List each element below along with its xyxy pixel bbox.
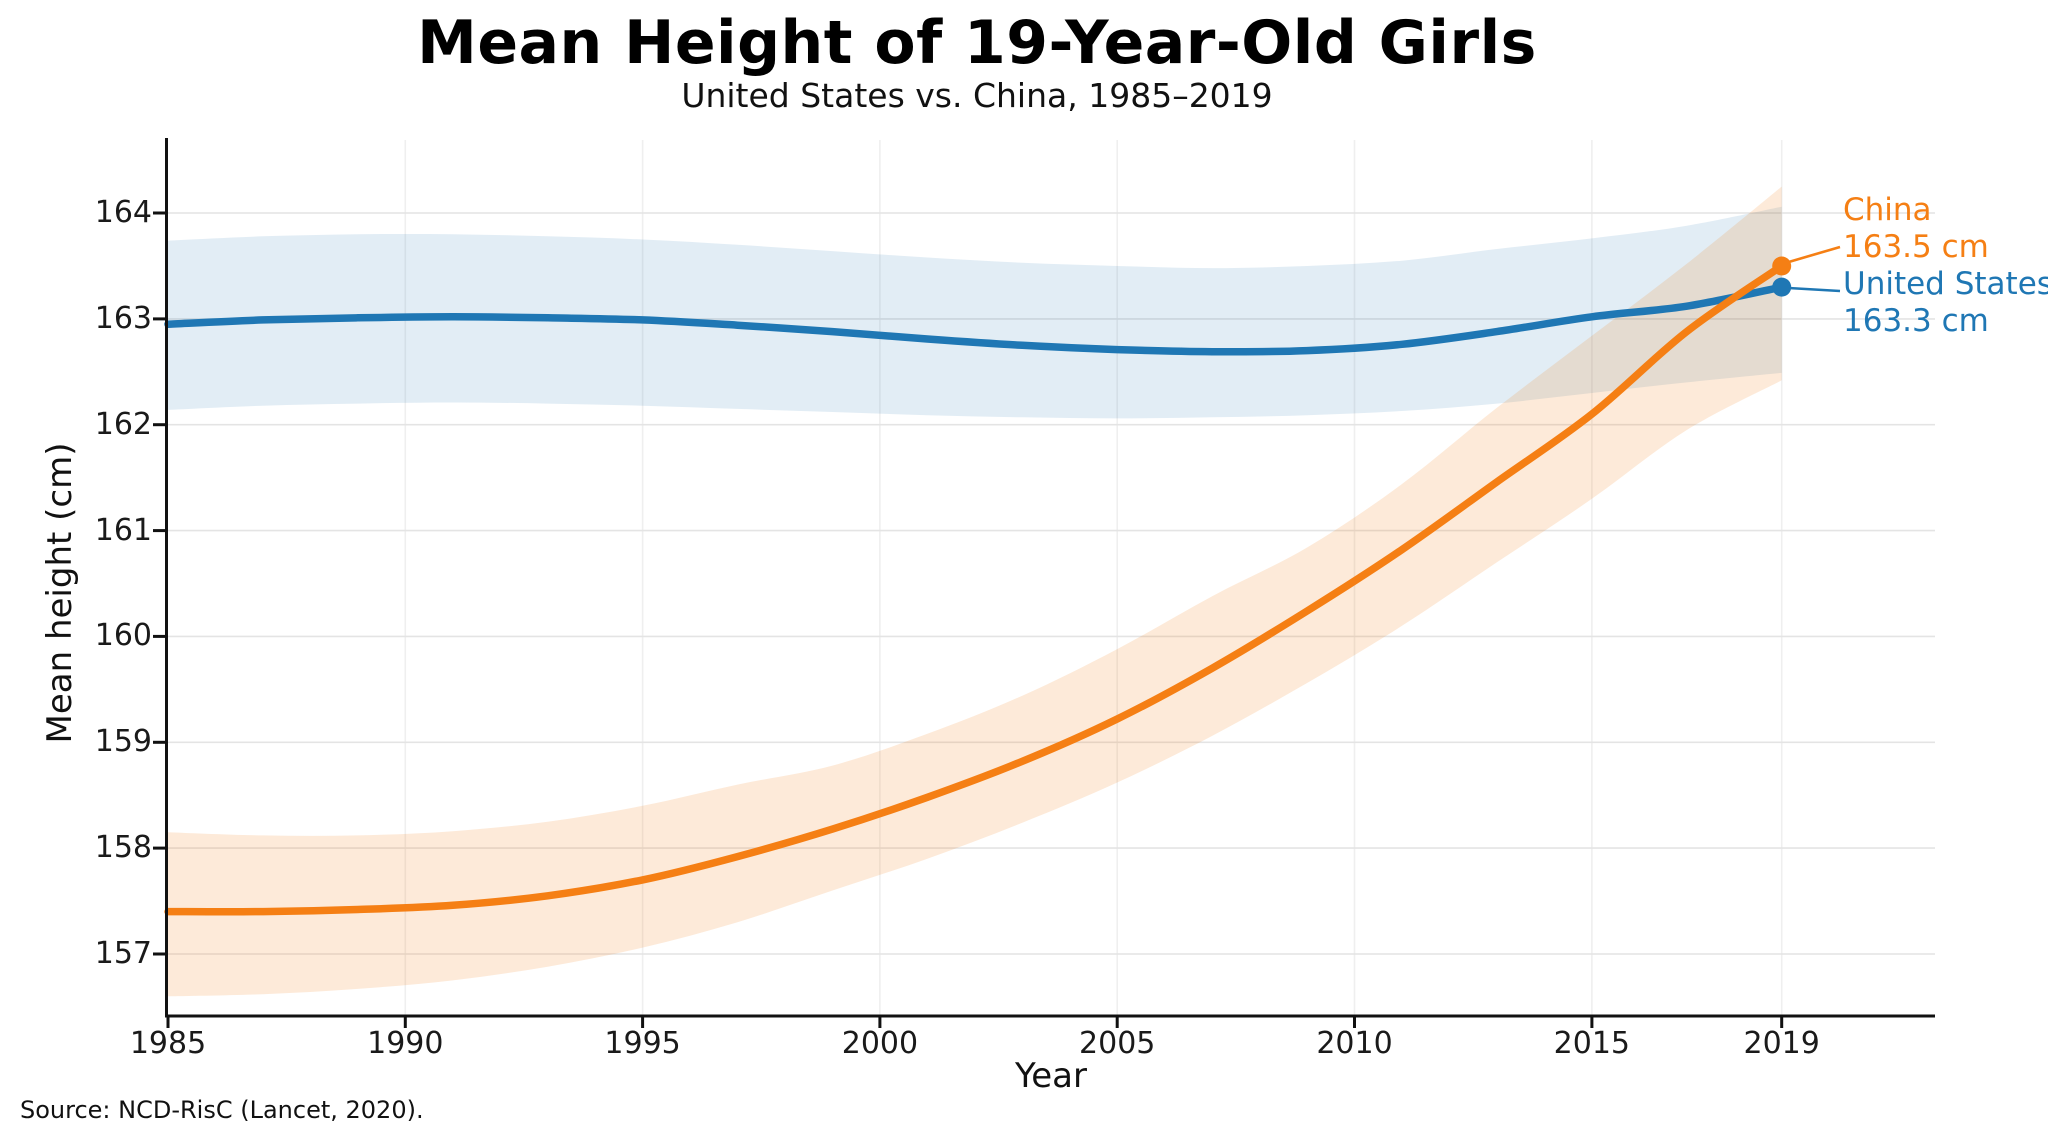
chart-header: Mean Height of 19-Year-Old Girls	[0, 8, 1954, 78]
y-tick-label: 157	[94, 935, 152, 971]
confidence-band-china	[168, 186, 1782, 997]
series-label-china: China 163.5 cm	[1843, 192, 1989, 266]
end-dot-china	[1772, 256, 1792, 276]
y-tick-label: 161	[94, 512, 152, 548]
y-tick-label: 160	[94, 618, 152, 654]
x-tick-label: 2015	[1553, 1026, 1631, 1061]
leader-line-china	[1788, 245, 1841, 264]
y-tick-label: 163	[94, 300, 152, 336]
series-label-united-states: United States 163.3 cm	[1843, 266, 2048, 340]
y-tick-label: 162	[94, 406, 152, 442]
series-name-china: China	[1843, 192, 1932, 228]
chart-subtitle: United States vs. China, 1985–2019	[681, 76, 1273, 115]
x-tick-label: 2010	[1316, 1026, 1393, 1061]
x-tick-label: 1995	[604, 1026, 681, 1061]
x-tick-label: 2000	[841, 1026, 919, 1061]
x-tick-label: 1990	[367, 1026, 444, 1061]
x-tick-label: 2005	[1079, 1026, 1156, 1061]
x-axis-label: Year	[1015, 1056, 1087, 1096]
confidence-band-united-states	[168, 206, 1782, 419]
end-dot-united-states	[1772, 277, 1792, 297]
x-tick-label: 1985	[129, 1026, 207, 1061]
y-tick-label: 159	[94, 724, 152, 760]
series-value-china: 163.5 cm	[1843, 229, 1989, 265]
y-tick-label: 158	[94, 830, 152, 866]
mean-line-united-states	[164, 283, 1786, 356]
x-tick-label: 2019	[1743, 1026, 1820, 1061]
series-value-united-states: 163.3 cm	[1843, 303, 1989, 339]
leader-line-united-states	[1790, 286, 1841, 293]
page-title: Mean Height of 19-Year-Old Girls	[417, 8, 1537, 78]
series-name-united-states: United States	[1843, 266, 2048, 302]
y-axis-label: Mean height (cm)	[40, 442, 80, 744]
y-tick-label: 164	[94, 195, 152, 231]
source-note: Source: NCD-RisC (Lancet, 2020).	[20, 1096, 424, 1124]
mean-line-china	[164, 262, 1786, 916]
